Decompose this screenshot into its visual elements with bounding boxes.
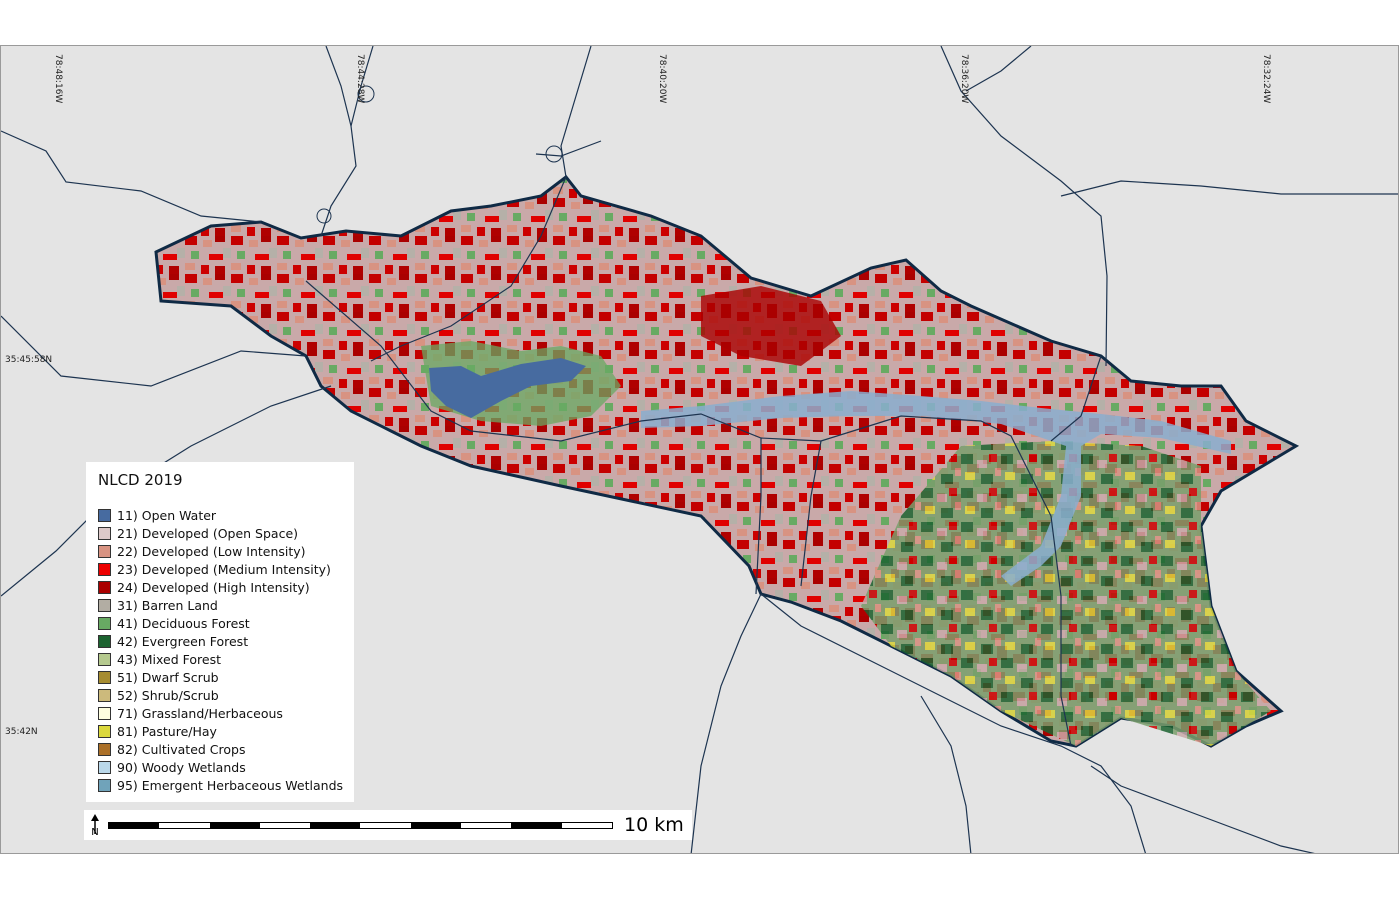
legend-label: 11) Open Water — [117, 507, 217, 523]
legend-swatch — [98, 688, 111, 702]
scale-segment — [109, 823, 160, 828]
scale-segment — [561, 823, 612, 828]
north-label: N — [91, 827, 98, 836]
longitude-label: 78:44:28W — [355, 54, 365, 104]
legend-label: 23) Developed (Medium Intensity) — [117, 561, 331, 577]
legend-swatch — [98, 616, 111, 630]
legend-item: 22) Developed (Low Intensity) — [98, 542, 342, 560]
road-network — [1, 46, 1398, 853]
legend-label: 82) Cultivated Crops — [117, 741, 246, 757]
latitude-label: 35:42N — [5, 727, 38, 737]
legend-item: 95) Emergent Herbaceous Wetlands — [98, 776, 344, 794]
legend-item: 23) Developed (Medium Intensity) — [98, 560, 342, 578]
legend-swatch — [98, 508, 111, 522]
forest-region — [861, 441, 1271, 746]
scale-segment — [410, 823, 462, 828]
legend-label: 81) Pasture/Hay — [117, 723, 217, 739]
legend-swatch — [98, 580, 111, 594]
legend-swatch — [98, 598, 111, 612]
legend-swatch — [98, 742, 111, 756]
high-intensity-core — [701, 286, 841, 366]
legend-item: 31) Barren Land — [98, 596, 342, 614]
legend-swatch — [98, 544, 111, 558]
legend-label: 31) Barren Land — [117, 597, 218, 613]
legend-item: 21) Developed (Open Space) — [98, 524, 342, 542]
legend-label: 71) Grassland/Herbaceous — [117, 705, 283, 721]
legend-item: 42) Evergreen Forest — [98, 632, 342, 650]
legend-item: 41) Deciduous Forest — [98, 614, 342, 632]
legend-item: 24) Developed (High Intensity) — [98, 578, 342, 596]
map-canvas[interactable] — [1, 46, 1399, 854]
legend-label: 42) Evergreen Forest — [117, 633, 249, 649]
legend-swatch — [98, 526, 111, 540]
scale-label: 10 km — [624, 814, 684, 836]
legend-item: 52) Shrub/Scrub — [98, 686, 342, 704]
legend-label: 52) Shrub/Scrub — [117, 687, 219, 703]
scale-bar — [108, 822, 613, 829]
legend-item: 51) Dwarf Scrub — [98, 668, 342, 686]
legend-label: 95) Emergent Herbaceous Wetlands — [117, 777, 344, 793]
scale-segment — [511, 823, 562, 828]
legend-swatch — [98, 778, 111, 792]
longitude-label: 78:32:24W — [1261, 54, 1271, 104]
legend-label: 90) Woody Wetlands — [117, 759, 246, 775]
legend-swatch — [98, 724, 111, 738]
legend-label: 22) Developed (Low Intensity) — [117, 543, 306, 559]
scale-segment — [461, 823, 512, 828]
scale-segment — [259, 823, 311, 828]
legend-item: 90) Woody Wetlands — [98, 758, 342, 776]
legend-swatch — [98, 670, 111, 684]
scale-bar-box: N 10 km — [84, 810, 692, 840]
legend-item: 11) Open Water — [98, 506, 342, 524]
legend: NLCD 2019 11) Open Water 21) Developed (O… — [86, 462, 354, 802]
north-arrow-icon: N — [91, 814, 99, 836]
wetland-channel — [641, 391, 1231, 586]
legend-label: 41) Deciduous Forest — [117, 615, 250, 631]
legend-swatch — [98, 562, 111, 576]
legend-label: 21) Developed (Open Space) — [117, 525, 299, 541]
legend-items: 11) Open Water 21) Developed (Open Space)… — [98, 506, 344, 794]
scale-segment — [310, 823, 361, 828]
legend-swatch — [98, 634, 111, 648]
latitude-label: 35:45:58N — [5, 355, 53, 365]
longitude-label: 78:40:20W — [657, 54, 667, 104]
legend-swatch — [98, 706, 111, 720]
legend-title: NLCD 2019 — [98, 471, 183, 489]
scale-segment — [159, 823, 210, 828]
scale-segment — [360, 823, 411, 828]
legend-label: 51) Dwarf Scrub — [117, 669, 219, 685]
legend-item: 71) Grassland/Herbaceous — [98, 704, 342, 722]
legend-swatch — [98, 760, 111, 774]
legend-label: 24) Developed (High Intensity) — [117, 579, 310, 595]
open-water — [429, 358, 586, 418]
legend-swatch — [98, 652, 111, 666]
legend-item: 43) Mixed Forest — [98, 650, 342, 668]
longitude-label: 78:36:20W — [959, 54, 969, 104]
scale-segment — [209, 823, 260, 828]
legend-item: 81) Pasture/Hay — [98, 722, 342, 740]
interchange-north — [316, 85, 563, 224]
longitude-label: 78:48:16W — [53, 54, 63, 104]
legend-label: 43) Mixed Forest — [117, 651, 221, 667]
legend-item: 82) Cultivated Crops — [98, 740, 342, 758]
